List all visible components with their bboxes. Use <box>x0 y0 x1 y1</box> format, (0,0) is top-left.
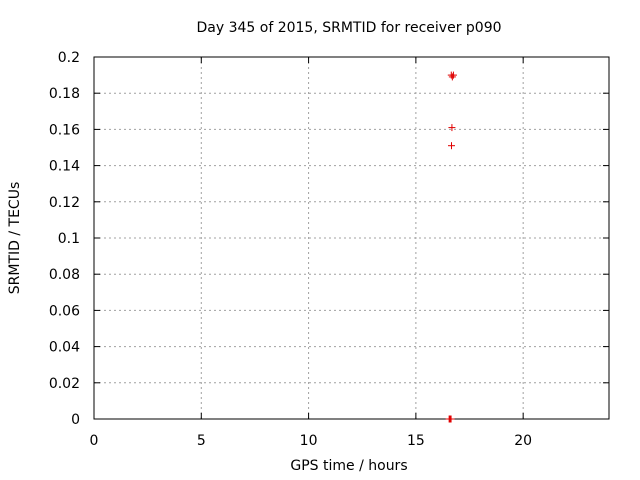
x-axis-title: GPS time / hours <box>290 458 407 474</box>
data-point-marker <box>448 124 456 132</box>
y-tick-label: 0.12 <box>49 195 80 211</box>
x-tick-label: 0 <box>90 433 99 449</box>
data-point-marker <box>447 415 455 423</box>
y-tick-label: 0.04 <box>49 340 80 356</box>
x-tick-label: 20 <box>514 433 532 449</box>
y-tick-label: 0.1 <box>58 231 80 247</box>
plot-area-frame <box>93 56 610 420</box>
x-tick-label: 5 <box>197 433 206 449</box>
data-point-marker <box>447 142 455 150</box>
x-tick-label: 15 <box>407 433 425 449</box>
chart-title: Day 345 of 2015, SRMTID for receiver p09… <box>196 20 501 36</box>
y-tick-label: 0 <box>71 412 80 428</box>
axis-ticks <box>93 56 609 420</box>
data-point-marker <box>448 73 456 81</box>
y-tick-label: 0.08 <box>49 267 80 283</box>
y-tick-label: 0.14 <box>49 159 80 175</box>
x-tick-labels: 0 5 10 15 20 <box>90 433 533 449</box>
y-tick-labels: 0 0.02 0.04 0.06 0.08 0.1 0.12 0.14 0.16 0.18 0.2 <box>49 50 80 428</box>
y-tick-label: 0.16 <box>49 122 80 138</box>
y-axis-title: SRMTID / TECUs <box>7 182 23 295</box>
y-tick-label: 0.06 <box>49 303 80 319</box>
data-point-marker <box>449 71 457 79</box>
y-tick-label: 0.18 <box>49 86 80 102</box>
x-tick-label: 10 <box>300 433 318 449</box>
grid-lines <box>94 57 609 419</box>
data-points <box>445 71 457 423</box>
y-tick-label: 0.2 <box>58 50 80 66</box>
y-tick-label: 0.02 <box>49 376 80 392</box>
